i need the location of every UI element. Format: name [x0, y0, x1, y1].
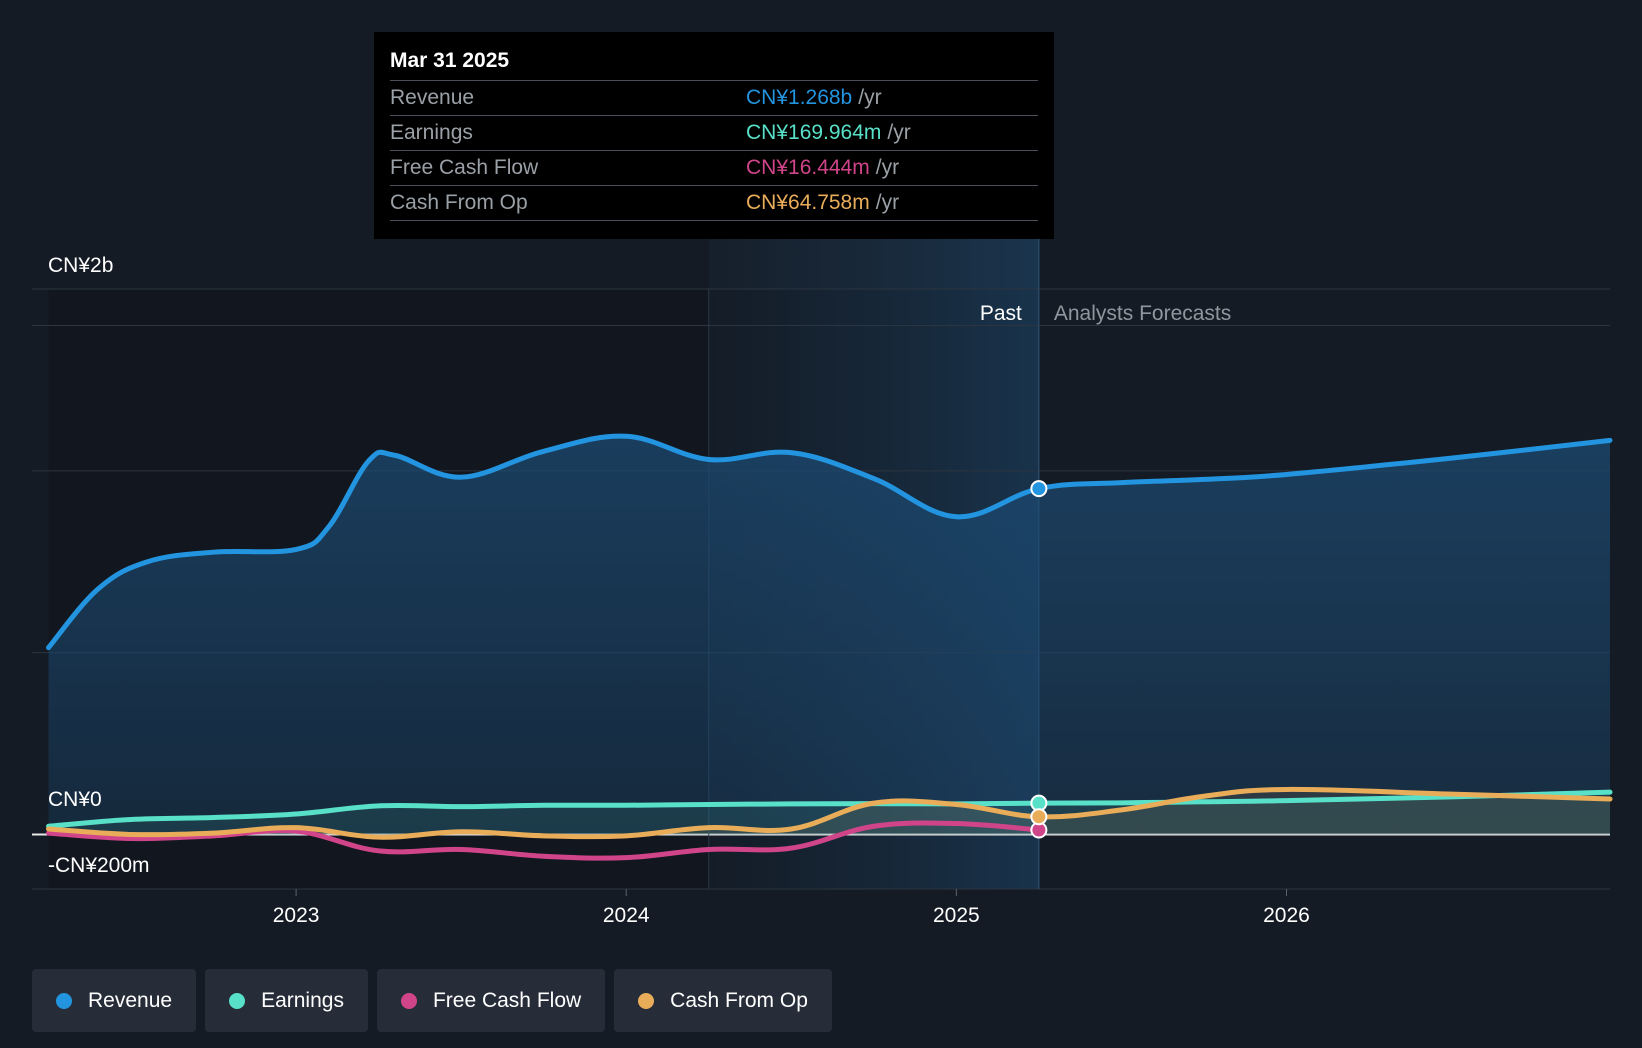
- y-tick-label: CN¥2b: [48, 254, 113, 277]
- past-label: Past: [980, 302, 1022, 325]
- x-tick-label: 2025: [933, 904, 980, 927]
- tooltip-row-revenue: Revenue CN¥1.268b /yr: [390, 80, 1038, 115]
- legend-dot-icon: [638, 992, 655, 1009]
- legend-item-revenue[interactable]: Revenue: [32, 969, 197, 1032]
- chart-legend: Revenue Earnings Free Cash Flow Cash Fro…: [32, 969, 832, 1032]
- x-tick-label: 2024: [603, 904, 650, 927]
- legend-item-free-cash-flow[interactable]: Free Cash Flow: [376, 969, 606, 1032]
- tooltip-date: Mar 31 2025: [390, 49, 510, 72]
- revenue-point: [1030, 480, 1048, 498]
- legend-label: Revenue: [88, 988, 173, 1012]
- tooltip-unit: /yr: [858, 86, 882, 109]
- tooltip-label: Earnings: [390, 121, 473, 144]
- x-tick-label: 2023: [273, 904, 320, 927]
- tooltip-label: Revenue: [390, 86, 475, 109]
- cash-from-op-line: [46, 786, 1613, 840]
- tooltip-row-earnings: Earnings CN¥169.964m /yr: [390, 115, 1038, 150]
- legend-dot-icon: [229, 992, 246, 1009]
- legend-dot-icon: [400, 992, 417, 1009]
- tooltip-row-free-cash-flow: Free Cash Flow CN¥16.444m /yr: [390, 150, 1038, 185]
- revenue-line: [46, 433, 1613, 651]
- tooltip-unit: /yr: [875, 156, 900, 179]
- earnings-line: [46, 789, 1613, 829]
- tooltip-label: Cash From Op: [390, 191, 528, 214]
- y-tick-label: CN¥0: [48, 788, 102, 811]
- tooltip-value: CN¥64.758m: [746, 191, 870, 214]
- tooltip-unit: /yr: [875, 191, 900, 214]
- x-tick-label: 2026: [1263, 904, 1310, 927]
- free-cash-flow-line: [46, 820, 1042, 861]
- forecast-label: Analysts Forecasts: [1054, 302, 1231, 325]
- tooltip-value: CN¥1.268b: [746, 86, 853, 109]
- tooltip-row-cash-from-op: Cash From Op CN¥64.758m /yr: [390, 185, 1038, 221]
- legend-item-cash-from-op[interactable]: Cash From Op: [614, 969, 832, 1032]
- legend-label: Free Cash Flow: [432, 988, 582, 1012]
- legend-dot-icon: [56, 992, 72, 1009]
- y-tick-label: -CN¥200m: [48, 854, 150, 877]
- cash-from-op-point: [1030, 808, 1048, 826]
- revenue-area: [48, 436, 1611, 835]
- tooltip-label: Free Cash Flow: [390, 156, 539, 179]
- legend-label: Cash From Op: [670, 988, 808, 1012]
- chart-tooltip: Mar 31 2025 Revenue CN¥1.268b /yr Earnin…: [374, 32, 1054, 239]
- legend-label: Earnings: [261, 988, 344, 1012]
- tooltip-unit: /yr: [887, 121, 911, 144]
- tooltip-value: CN¥16.444m: [746, 156, 870, 179]
- legend-item-earnings[interactable]: Earnings: [205, 969, 368, 1032]
- tooltip-value: CN¥169.964m: [746, 121, 882, 144]
